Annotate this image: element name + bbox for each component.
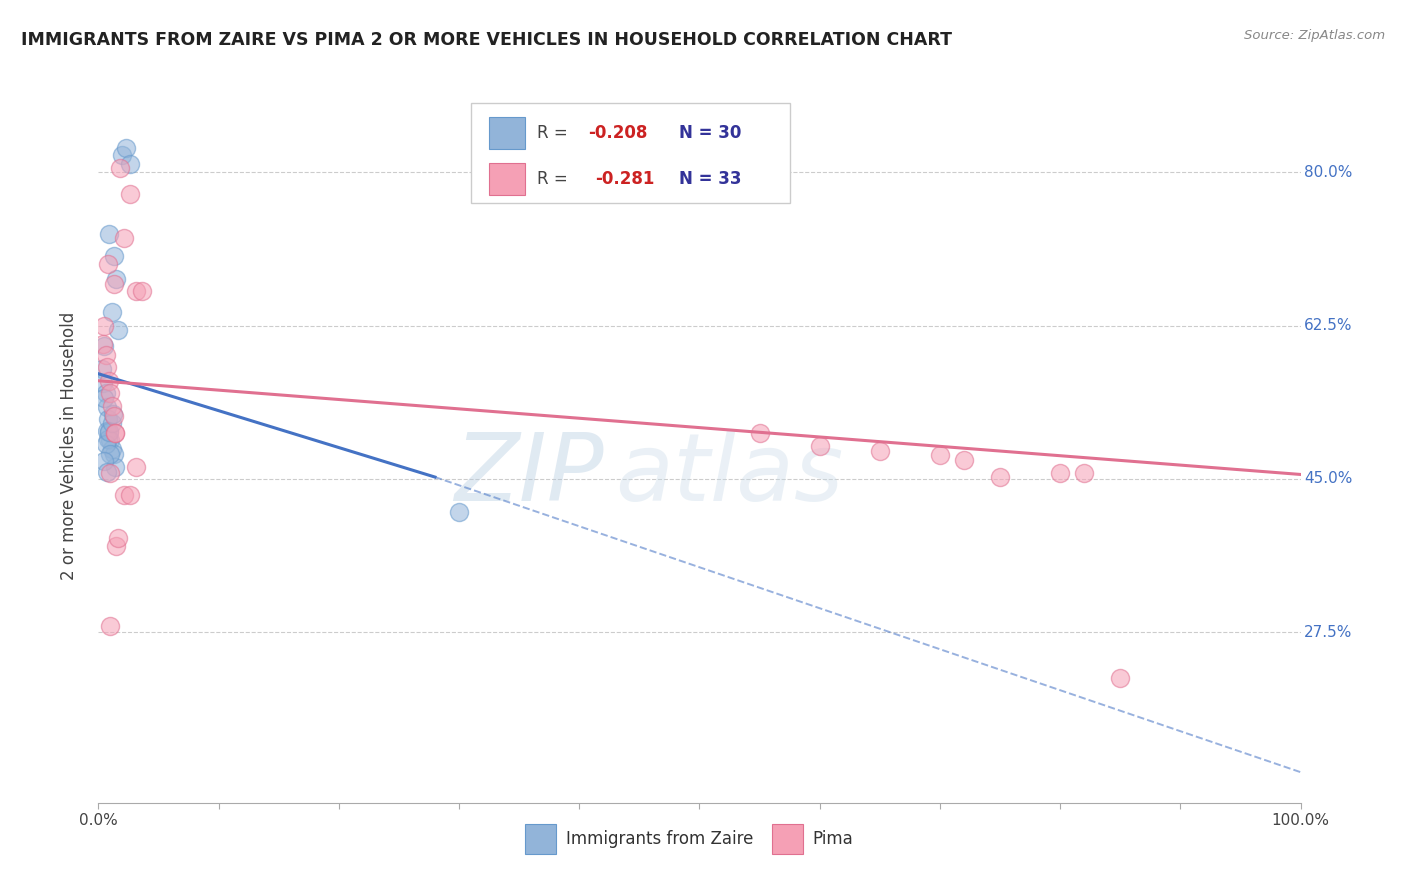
- Point: [111, 148, 134, 162]
- Point: [107, 323, 129, 337]
- Point: [100, 442, 122, 456]
- Point: [101, 407, 124, 421]
- Point: [100, 466, 122, 480]
- Text: R =: R =: [537, 124, 574, 142]
- Point: [104, 426, 127, 441]
- Point: [93, 392, 115, 406]
- Point: [100, 619, 122, 633]
- Text: R =: R =: [537, 170, 578, 188]
- Point: [112, 487, 135, 501]
- Point: [93, 339, 115, 353]
- Point: [96, 424, 118, 438]
- Point: [118, 156, 141, 170]
- Point: [447, 505, 470, 519]
- Point: [91, 337, 114, 351]
- Text: Immigrants from Zaire: Immigrants from Zaire: [567, 830, 754, 848]
- Point: [108, 161, 131, 175]
- FancyBboxPatch shape: [471, 103, 790, 203]
- Point: [103, 447, 125, 461]
- Text: 62.5%: 62.5%: [1305, 318, 1353, 333]
- Point: [118, 487, 141, 501]
- Point: [105, 539, 128, 553]
- Point: [1073, 466, 1095, 480]
- Point: [91, 376, 114, 390]
- Point: [98, 227, 121, 241]
- Point: [103, 409, 125, 423]
- Text: 80.0%: 80.0%: [1305, 165, 1353, 180]
- Point: [94, 437, 117, 451]
- Text: atlas: atlas: [616, 429, 844, 520]
- Point: [118, 187, 141, 202]
- Text: Source: ZipAtlas.com: Source: ZipAtlas.com: [1244, 29, 1385, 42]
- Text: N = 30: N = 30: [679, 124, 741, 142]
- Point: [100, 399, 122, 413]
- Text: Pima: Pima: [813, 830, 853, 848]
- Point: [93, 319, 115, 334]
- Point: [97, 257, 120, 271]
- FancyBboxPatch shape: [489, 117, 526, 149]
- Point: [1049, 466, 1071, 480]
- Point: [100, 305, 122, 319]
- FancyBboxPatch shape: [489, 163, 526, 195]
- Point: [869, 443, 891, 458]
- Text: -0.208: -0.208: [588, 124, 647, 142]
- Point: [94, 347, 117, 361]
- Point: [100, 447, 122, 461]
- Point: [103, 249, 125, 263]
- Point: [115, 141, 138, 155]
- Point: [105, 272, 128, 286]
- Point: [98, 425, 121, 439]
- Point: [928, 448, 950, 462]
- Point: [107, 532, 129, 546]
- Point: [112, 231, 135, 245]
- Point: [1109, 672, 1132, 686]
- Text: 45.0%: 45.0%: [1305, 471, 1353, 486]
- FancyBboxPatch shape: [526, 824, 557, 855]
- Point: [125, 460, 148, 475]
- Point: [96, 359, 118, 374]
- Point: [98, 424, 121, 438]
- Point: [748, 426, 770, 441]
- Point: [125, 284, 148, 298]
- Point: [97, 412, 120, 426]
- Text: -0.281: -0.281: [595, 170, 654, 188]
- Text: IMMIGRANTS FROM ZAIRE VS PIMA 2 OR MORE VEHICLES IN HOUSEHOLD CORRELATION CHART: IMMIGRANTS FROM ZAIRE VS PIMA 2 OR MORE …: [21, 31, 952, 49]
- Point: [103, 277, 125, 292]
- Point: [808, 439, 831, 453]
- Point: [98, 374, 121, 388]
- FancyBboxPatch shape: [772, 824, 803, 855]
- Point: [94, 386, 117, 401]
- Point: [96, 400, 118, 414]
- Point: [953, 452, 976, 467]
- Text: 27.5%: 27.5%: [1305, 624, 1353, 640]
- Point: [93, 454, 115, 468]
- Point: [104, 459, 127, 474]
- Text: ZIP: ZIP: [454, 429, 603, 520]
- Y-axis label: 2 or more Vehicles in Household: 2 or more Vehicles in Household: [59, 312, 77, 580]
- Point: [988, 470, 1011, 484]
- Point: [104, 426, 127, 441]
- Point: [97, 433, 120, 447]
- Point: [100, 434, 122, 448]
- Point: [91, 361, 114, 376]
- Point: [131, 284, 153, 298]
- Point: [100, 386, 122, 401]
- Point: [96, 465, 118, 479]
- Text: N = 33: N = 33: [679, 170, 741, 188]
- Point: [100, 416, 122, 430]
